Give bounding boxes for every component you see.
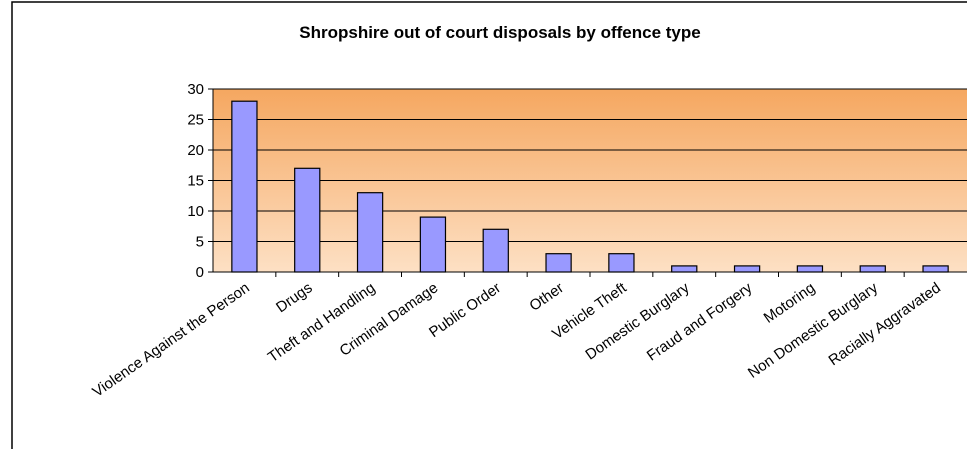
y-tick-label: 10 bbox=[187, 203, 204, 220]
chart-title: Shropshire out of court disposals by off… bbox=[299, 23, 700, 42]
y-tick-label: 0 bbox=[196, 264, 204, 281]
bar bbox=[356, 192, 384, 273]
bar bbox=[545, 253, 572, 273]
bar bbox=[231, 100, 258, 273]
bar bbox=[796, 265, 824, 273]
y-tick-label: 20 bbox=[187, 142, 204, 159]
bar bbox=[419, 216, 447, 273]
bar bbox=[671, 265, 698, 273]
y-tick-label: 15 bbox=[187, 173, 204, 190]
y-tick-label: 25 bbox=[187, 112, 204, 129]
bar bbox=[859, 265, 886, 273]
bar bbox=[733, 265, 761, 273]
bar bbox=[922, 265, 949, 273]
y-tick-label: 5 bbox=[196, 234, 204, 251]
bar bbox=[608, 253, 635, 273]
bar bbox=[482, 228, 509, 273]
bar bbox=[294, 167, 321, 273]
y-tick-label: 30 bbox=[187, 81, 204, 98]
